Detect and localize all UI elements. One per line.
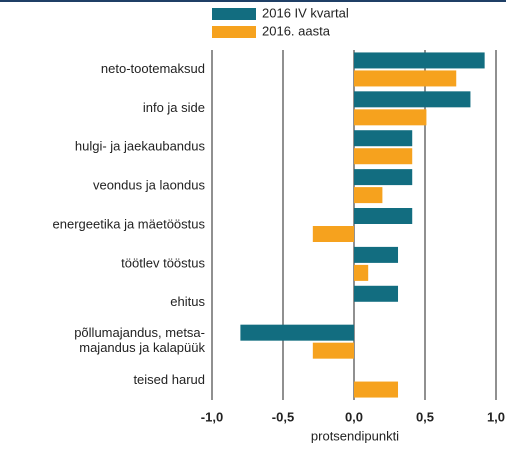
bar [354, 70, 457, 87]
y-tick-label: töötlev tööstus [121, 255, 205, 270]
bar [240, 324, 354, 341]
y-tick-label: veondus ja laondus [93, 178, 206, 193]
bar [354, 246, 399, 263]
bar [354, 109, 427, 126]
x-tick-label: -1,0 [201, 409, 223, 424]
bar [354, 52, 485, 69]
bar [312, 226, 354, 242]
bar [354, 148, 413, 165]
bar [354, 208, 413, 224]
bar [312, 342, 354, 359]
legend-label: 2016. aasta [262, 23, 331, 38]
bar [354, 130, 413, 147]
x-axis-label: protsendipunkti [311, 428, 399, 443]
bar [354, 169, 413, 186]
x-tick-label: 1,0 [487, 409, 505, 424]
bar [354, 187, 383, 204]
x-tick-label: 0,5 [416, 409, 434, 424]
y-tick-label: info ja side [143, 100, 205, 115]
y-tick-label: põllumajandus, metsa-majandus ja kalapüü… [74, 326, 205, 356]
x-tick-label: -0,5 [272, 409, 294, 424]
bar [354, 381, 399, 398]
y-tick-label: hulgi- ja jaekaubandus [75, 139, 206, 154]
y-tick-label: energeetika ja mäetööstus [53, 216, 206, 231]
bar [354, 285, 399, 302]
legend-label: 2016 IV kvartal [262, 5, 349, 20]
x-tick-label: 0,0 [345, 409, 363, 424]
bar [354, 264, 369, 281]
y-tick-label: neto-tootemaksud [101, 61, 205, 76]
legend-swatch [212, 8, 256, 20]
y-tick-label: teised harud [133, 372, 205, 387]
y-tick-label: ehitus [170, 294, 205, 309]
legend-swatch [212, 26, 256, 38]
bar [354, 91, 471, 108]
